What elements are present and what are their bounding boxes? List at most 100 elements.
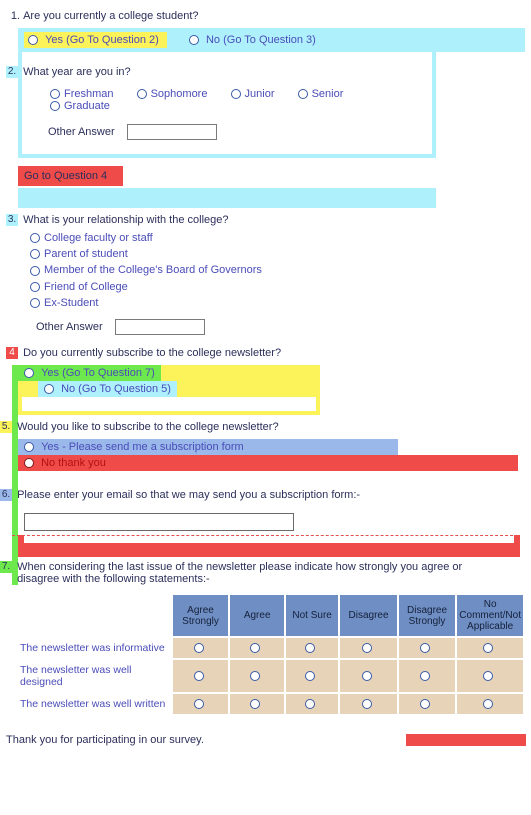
q5-text: Would you like to subscribe to the colle… [17,421,279,433]
q4-no-label[interactable]: No (Go To Question 5) [61,383,171,395]
question-3: 3. What is your relationship with the co… [6,214,525,226]
likert-r3-c3[interactable] [305,699,315,709]
likert-r3-c4[interactable] [362,699,372,709]
q6-number: 6. [0,489,12,501]
q3-ex-label[interactable]: Ex-Student [44,297,98,309]
likert-table: Agree Strongly Agree Not Sure Disagree D… [18,593,525,716]
q3-faculty-label[interactable]: College faculty or staff [44,232,153,244]
q1-yes-label[interactable]: Yes (Go To Question 2) [45,34,159,46]
q7-text: When considering the last issue of the n… [17,561,497,585]
q2-sophomore-label[interactable]: Sophomore [151,88,208,100]
q5-yes-radio[interactable] [24,442,34,452]
q3-parent-radio[interactable] [30,249,40,259]
q1-no-label[interactable]: No (Go To Question 3) [206,34,316,46]
branch-goto-4: Go to Question 4 [18,166,123,186]
q4-no-wrap: No (Go To Question 5) [38,381,177,397]
q2-graduate-radio[interactable] [50,101,60,111]
q3-parent-label[interactable]: Parent of student [44,248,128,260]
q3-number: 3. [6,214,18,226]
q2-senior-radio[interactable] [298,89,308,99]
q3-board-label[interactable]: Member of the College's Board of Governo… [44,265,262,277]
q5-no-label[interactable]: No thank you [41,457,106,469]
q3-friend-radio[interactable] [30,282,40,292]
likert-r1-c3[interactable] [305,643,315,653]
q2-other-row: Other Answer [48,124,424,140]
likert-r2-c1[interactable] [194,671,204,681]
likert-r1-c4[interactable] [362,643,372,653]
q1-no-radio[interactable] [189,35,199,45]
q3-other-input[interactable] [115,319,205,335]
q2-other-input[interactable] [127,124,217,140]
q2-freshman-radio[interactable] [50,89,60,99]
likert-r1-c2[interactable] [250,643,260,653]
q2-other-label: Other Answer [48,126,115,138]
likert-r3-c6[interactable] [483,699,493,709]
q1-yes-wrap: Yes (Go To Question 2) [24,32,167,48]
likert-col-agree-strongly: Agree Strongly [173,595,229,636]
q2-junior-label[interactable]: Junior [245,88,275,100]
survey-footer: Thank you for participating in our surve… [6,734,526,746]
likert-r1-c1[interactable] [194,643,204,653]
likert-r2-c6[interactable] [483,671,493,681]
likert-r3-label: The newsletter was well written [20,694,171,714]
likert-r3-c2[interactable] [250,699,260,709]
q1-yes-radio[interactable] [28,35,38,45]
q5-number: 5. [0,421,12,433]
likert-r1-c6[interactable] [483,643,493,653]
question-2: 2. What year are you in? [6,66,424,78]
q2-freshman-label[interactable]: Freshman [64,88,114,100]
q2-graduate-label[interactable]: Graduate [64,100,110,112]
q6-email-input[interactable] [24,513,294,531]
q3-friend-label[interactable]: Friend of College [44,281,128,293]
q5-yes-label[interactable]: Yes - Please send me a subscription form [41,441,244,453]
q3-other-row: Other Answer [36,319,525,335]
red-end-block [18,535,520,557]
q7-number: 7. [0,561,12,573]
likert-col-notsure: Not Sure [286,595,338,636]
q2-number: 2. [6,66,18,78]
q5-no-radio[interactable] [24,458,34,468]
q2-options: Freshman Sophomore Junior Senior Graduat… [40,88,424,112]
likert-r1-c5[interactable] [420,643,430,653]
q2-sophomore-radio[interactable] [137,89,147,99]
q3-ex-radio[interactable] [30,298,40,308]
question-1: 1. Are you currently a college student? [6,10,525,22]
q2-text: What year are you in? [23,66,131,78]
likert-r3-c5[interactable] [420,699,430,709]
q1-number: 1. [6,10,20,22]
q5-no-row: No thank you [18,455,518,471]
q4-yes-radio[interactable] [24,368,34,378]
likert-r2-c3[interactable] [305,671,315,681]
likert-r2-c2[interactable] [250,671,260,681]
q1-options-strip: Yes (Go To Question 2) No (Go To Questio… [18,28,525,52]
likert-col-disagree: Disagree [340,595,396,636]
q4-yes-wrap: Yes (Go To Question 7) [18,365,161,381]
q1-text: Are you currently a college student? [23,10,199,22]
likert-r2-c4[interactable] [362,671,372,681]
q2-junior-radio[interactable] [231,89,241,99]
likert-col-agree: Agree [230,595,284,636]
q4-options-strip: Yes (Go To Question 7) No (Go To Questio… [18,365,320,397]
question-2-box: 2. What year are you in? Freshman Sophom… [18,52,436,158]
cyan-spacer [18,188,436,208]
likert-row-2: The newsletter was well designed [20,660,523,692]
q3-board-radio[interactable] [30,266,40,276]
q3-faculty-radio[interactable] [30,233,40,243]
q4-no-radio[interactable] [44,384,54,394]
q4-text: Do you currently subscribe to the colleg… [23,347,281,359]
q5-yes-row: Yes - Please send me a subscription form [18,439,398,455]
question-7: 7. When considering the last issue of th… [0,561,525,585]
likert-row-1: The newsletter was informative [20,638,523,658]
likert-col-disagree-strongly: Disagree Strongly [399,595,455,636]
q4-yes-label[interactable]: Yes (Go To Question 7) [41,367,155,379]
likert-col-nocomment: No Comment/Not Applicable [457,595,523,636]
q6-text: Please enter your email so that we may s… [17,489,360,501]
question-4: 4 Do you currently subscribe to the coll… [6,347,525,359]
likert-r1-label: The newsletter was informative [20,638,171,658]
question-5: 5. Would you like to subscribe to the co… [0,421,525,433]
q2-senior-label[interactable]: Senior [312,88,344,100]
likert-r2-c5[interactable] [420,671,430,681]
green-routing-wrap: Yes (Go To Question 7) No (Go To Questio… [12,365,525,585]
likert-r2-label: The newsletter was well designed [20,660,171,692]
likert-r3-c1[interactable] [194,699,204,709]
